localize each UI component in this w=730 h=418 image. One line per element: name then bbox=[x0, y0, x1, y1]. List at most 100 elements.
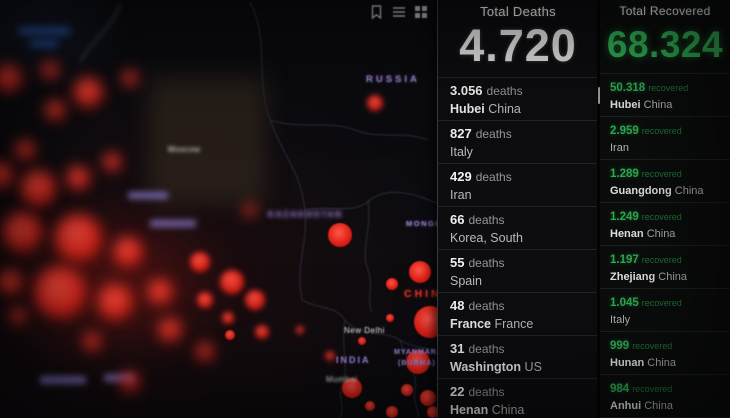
list-item[interactable]: 984 recovered Anhui China bbox=[600, 374, 730, 417]
grid-icon[interactable] bbox=[414, 4, 427, 19]
item-unit: recovered bbox=[632, 384, 673, 394]
item-value: 55 bbox=[450, 255, 465, 270]
outbreak-dot bbox=[365, 401, 375, 411]
outbreak-dot bbox=[401, 384, 413, 396]
item-region-line: Hubei China bbox=[450, 102, 592, 116]
item-count-line: 3.056 deaths bbox=[450, 83, 592, 99]
item-country: China bbox=[674, 185, 704, 197]
list-item[interactable]: 1.045 recovered Italy bbox=[600, 288, 730, 331]
outbreak-dot bbox=[296, 326, 304, 334]
item-region: Hubei bbox=[610, 99, 641, 111]
blurred-label bbox=[30, 40, 58, 47]
outbreak-dot bbox=[222, 312, 234, 324]
bookmark-icon[interactable] bbox=[370, 4, 383, 19]
outbreak-dot bbox=[15, 140, 35, 160]
outbreak-dot bbox=[220, 270, 244, 294]
list-item[interactable]: 3.056 deaths Hubei China bbox=[438, 77, 598, 120]
total-deaths-value: 4.720 bbox=[459, 20, 577, 71]
item-region: Guangdong bbox=[610, 185, 672, 197]
recovered-scrollbar[interactable] bbox=[598, 87, 600, 104]
item-region-line: Guangdong China bbox=[610, 184, 726, 198]
item-count-line: 55 deaths bbox=[450, 255, 592, 271]
list-item[interactable]: 66 deaths Korea, South bbox=[438, 206, 598, 249]
country-label: KAZAKHSTAN bbox=[268, 210, 343, 219]
item-unit: recovered bbox=[648, 83, 689, 93]
item-region: Hubei bbox=[450, 102, 485, 116]
outbreak-dot bbox=[325, 351, 335, 361]
item-region-line: Washington US bbox=[450, 360, 592, 374]
list-icon[interactable] bbox=[392, 4, 405, 19]
item-country: Iran bbox=[610, 142, 629, 154]
blurred-label bbox=[128, 192, 168, 199]
item-value: 50.318 bbox=[610, 82, 646, 94]
panel-divider bbox=[597, 0, 600, 418]
list-item[interactable]: 827 deaths Italy bbox=[438, 120, 598, 163]
item-count-line: 66 deaths bbox=[450, 212, 592, 228]
outbreak-dot bbox=[406, 350, 430, 374]
country-label: RUSSIA bbox=[366, 74, 420, 85]
item-unit: deaths bbox=[468, 299, 505, 313]
item-unit: deaths bbox=[468, 385, 505, 399]
item-value: 66 bbox=[450, 212, 465, 227]
list-item[interactable]: 22 deaths Henan China bbox=[438, 378, 598, 418]
item-unit: recovered bbox=[632, 341, 673, 351]
outbreak-dot bbox=[113, 237, 143, 267]
list-item[interactable]: 31 deaths Washington US bbox=[438, 335, 598, 378]
list-item[interactable]: 1.289 recovered Guangdong China bbox=[600, 159, 730, 202]
item-value: 1.045 bbox=[610, 297, 639, 309]
list-item[interactable]: 999 recovered Hunan China bbox=[600, 331, 730, 374]
list-item[interactable]: 1.249 recovered Henan China bbox=[600, 202, 730, 245]
item-unit: recovered bbox=[641, 212, 682, 222]
item-value: 2.959 bbox=[610, 125, 639, 137]
total-recovered-title: Total Recovered bbox=[619, 4, 711, 18]
outbreak-dot bbox=[45, 100, 65, 120]
blurred-label bbox=[150, 220, 196, 227]
item-region-line: Henan China bbox=[610, 227, 726, 241]
outbreak-dot bbox=[34, 266, 86, 318]
item-country: France bbox=[494, 317, 534, 331]
item-value: 48 bbox=[450, 298, 465, 313]
item-region-line: Spain bbox=[450, 274, 592, 288]
item-unit: deaths bbox=[468, 213, 505, 227]
item-count-line: 50.318 recovered bbox=[610, 79, 726, 96]
item-count-line: 1.045 recovered bbox=[610, 294, 726, 311]
deaths-list: 3.056 deaths Hubei China 827 deaths Italy 429… bbox=[438, 77, 598, 418]
item-region: France bbox=[450, 317, 491, 331]
outbreak-dot bbox=[225, 330, 235, 340]
item-region-line: Iran bbox=[610, 141, 726, 155]
item-country: Italy bbox=[610, 314, 631, 326]
item-unit: recovered bbox=[641, 255, 682, 265]
list-item[interactable]: 429 deaths Iran bbox=[438, 163, 598, 206]
outbreak-dot bbox=[10, 308, 26, 324]
outbreak-dot bbox=[409, 261, 431, 283]
outbreak-dot bbox=[196, 343, 214, 361]
list-item[interactable]: 48 deaths France France bbox=[438, 292, 598, 335]
item-value: 827 bbox=[450, 126, 472, 141]
list-item[interactable]: 1.197 recovered Zhejiang China bbox=[600, 245, 730, 288]
item-country: Korea, South bbox=[450, 231, 523, 245]
item-region: Henan bbox=[450, 403, 489, 417]
item-region-line: Anhui China bbox=[610, 399, 726, 413]
outbreak-dot bbox=[0, 162, 13, 188]
list-item[interactable]: 50.318 recovered Hubei China bbox=[600, 73, 730, 116]
item-count-line: 31 deaths bbox=[450, 341, 592, 357]
outbreak-dot bbox=[54, 214, 102, 262]
total-deaths-panel: Total Deaths 4.720 3.056 deaths Hubei Chin… bbox=[437, 0, 598, 418]
outbreak-dot bbox=[97, 284, 133, 320]
item-count-line: 22 deaths bbox=[450, 384, 592, 400]
item-value: 22 bbox=[450, 384, 465, 399]
item-region: Hunan bbox=[610, 357, 645, 369]
item-region: Anhui bbox=[610, 400, 642, 412]
country-label: MONGOLIA bbox=[406, 219, 460, 228]
list-item[interactable]: 2.959 recovered Iran bbox=[600, 116, 730, 159]
list-item[interactable]: 55 deaths Spain bbox=[438, 249, 598, 292]
item-count-line: 2.959 recovered bbox=[610, 122, 726, 139]
item-country: US bbox=[524, 360, 542, 374]
item-unit: deaths bbox=[486, 84, 523, 98]
outbreak-dot bbox=[255, 325, 269, 339]
item-region-line: France France bbox=[450, 317, 592, 331]
item-count-line: 1.289 recovered bbox=[610, 165, 726, 182]
outbreak-dot bbox=[190, 252, 210, 272]
